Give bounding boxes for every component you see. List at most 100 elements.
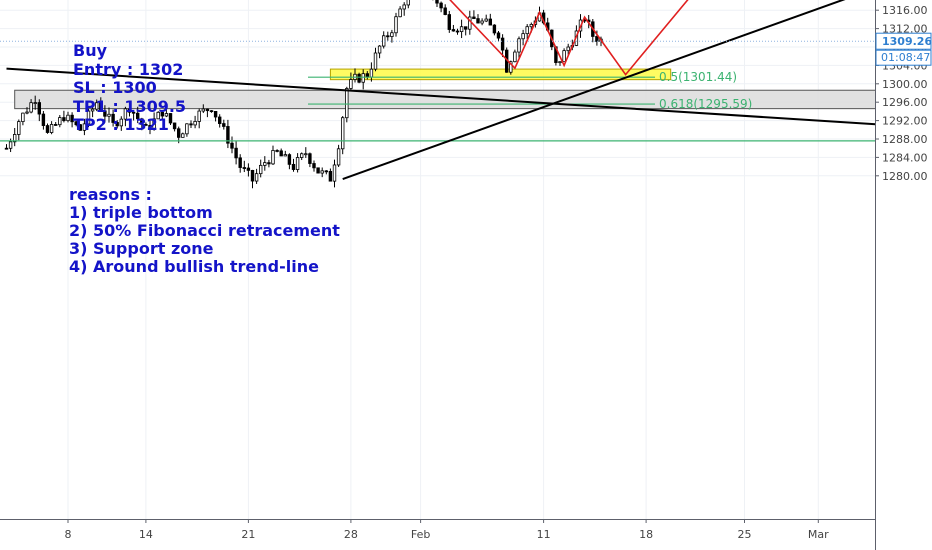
candle	[357, 72, 361, 84]
candle	[238, 154, 242, 173]
fib-level-label: 0.618(1295.59)	[659, 97, 752, 111]
candle	[267, 159, 271, 168]
candle	[439, 1, 443, 13]
candle	[377, 45, 382, 59]
candle	[49, 121, 54, 135]
candle	[254, 168, 259, 184]
candle	[480, 18, 484, 26]
candle	[152, 112, 156, 131]
trade-note-line: TP2 : 1321	[73, 115, 169, 134]
y-tick-label: 1312.00	[882, 23, 928, 36]
candle	[222, 119, 226, 130]
candle	[361, 69, 365, 90]
x-tick-label: 25	[738, 528, 752, 541]
x-tick-label: 11	[537, 528, 551, 541]
candle	[562, 48, 566, 63]
candle	[443, 4, 447, 16]
projected-path[interactable]	[421, 0, 700, 76]
yellow-support-zone[interactable]	[329, 68, 672, 81]
candle	[566, 43, 570, 55]
trade-note-line: TP1 : 1309.5	[73, 96, 187, 116]
trade-note-line: Entry : 1302	[73, 59, 184, 79]
candle	[349, 72, 353, 92]
candle	[488, 13, 492, 26]
candle	[78, 123, 82, 131]
candle	[283, 150, 287, 157]
x-tick-label: 28	[344, 528, 358, 541]
candle	[54, 122, 58, 126]
reasons-note-line: 3) Support zone	[69, 239, 214, 258]
candle	[386, 31, 390, 41]
candle	[496, 31, 501, 42]
candle	[127, 106, 132, 117]
candle	[308, 152, 312, 168]
time-axis-panel[interactable]	[0, 519, 875, 550]
candle	[234, 141, 238, 165]
y-tick-label: 1296.00	[882, 96, 928, 109]
candle	[70, 112, 74, 128]
candle	[447, 10, 451, 33]
candle	[271, 145, 275, 166]
candle	[107, 107, 111, 123]
candle	[304, 147, 308, 158]
y-tick-label: 1280.00	[882, 170, 928, 183]
y-tick-label: 1288.00	[882, 133, 928, 146]
candle	[201, 104, 205, 114]
price-axis-panel[interactable]	[875, 0, 932, 550]
candle	[250, 169, 255, 189]
candle	[62, 110, 66, 123]
x-tick-label: 21	[241, 528, 255, 541]
reasons-note-line: 2) 50% Fibonacci retracement	[69, 221, 340, 240]
y-tick-label: 1292.00	[882, 115, 928, 128]
x-tick-label: Feb	[411, 528, 430, 541]
candle	[115, 120, 119, 129]
candle	[144, 122, 148, 126]
candle	[135, 106, 140, 124]
candle	[140, 117, 144, 131]
candle	[82, 118, 87, 136]
candle	[299, 152, 304, 161]
candle	[398, 6, 402, 18]
candle	[521, 29, 525, 46]
candles-layer	[4, 0, 603, 189]
candle	[12, 127, 17, 147]
candle	[328, 168, 333, 182]
candle	[279, 148, 283, 157]
candle	[58, 114, 62, 128]
candle	[209, 110, 214, 113]
last-price-badge	[875, 32, 932, 50]
candle	[86, 108, 91, 128]
candle	[99, 97, 103, 112]
candle	[213, 111, 218, 122]
candle	[45, 123, 50, 134]
candle	[336, 144, 341, 168]
candle	[381, 31, 386, 49]
candle	[263, 156, 267, 171]
candle	[320, 167, 324, 178]
countdown-label: 01:08:47	[881, 51, 930, 64]
candle	[500, 34, 505, 58]
candle	[275, 149, 279, 153]
candle	[172, 122, 177, 132]
candle	[226, 119, 230, 149]
candle	[340, 116, 345, 155]
fib-level-label: 0.5(1301.44)	[659, 70, 737, 84]
candle	[373, 47, 378, 72]
candle	[312, 160, 316, 172]
x-tick-label: 8	[65, 528, 72, 541]
candle	[525, 24, 529, 40]
candle	[451, 24, 456, 32]
candle	[459, 19, 464, 39]
descending-trend-line[interactable]	[6, 67, 876, 126]
candle	[295, 153, 300, 173]
candle	[402, 2, 406, 16]
candle	[189, 120, 193, 128]
candle	[332, 159, 337, 188]
candle	[230, 136, 234, 154]
candle	[513, 49, 517, 63]
reasons-note: reasons : 1) triple bottom 2) 50% Fibona…	[69, 186, 340, 276]
ascending-trend-line[interactable]	[342, 0, 876, 180]
candle	[291, 158, 296, 172]
